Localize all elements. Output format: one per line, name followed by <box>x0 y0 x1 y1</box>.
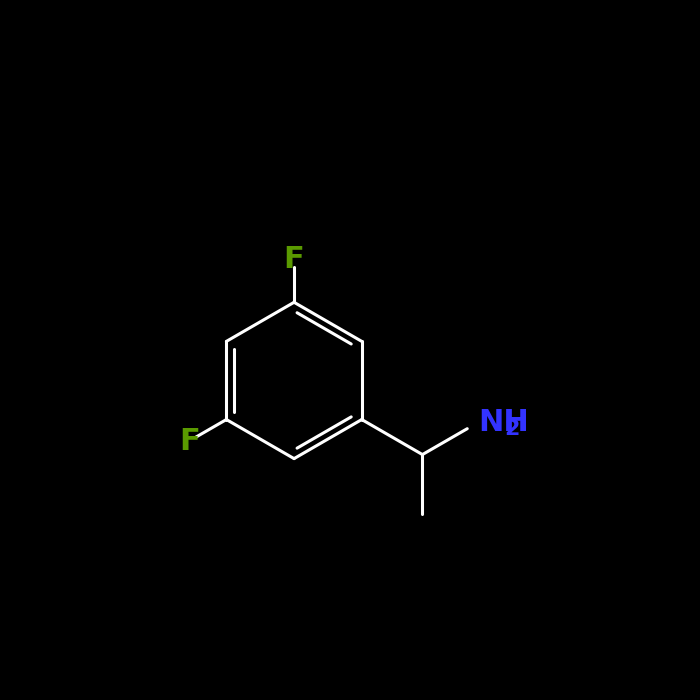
Text: 2: 2 <box>504 419 519 439</box>
Text: F: F <box>178 426 199 456</box>
Text: F: F <box>284 245 304 274</box>
Text: NH: NH <box>479 407 529 437</box>
